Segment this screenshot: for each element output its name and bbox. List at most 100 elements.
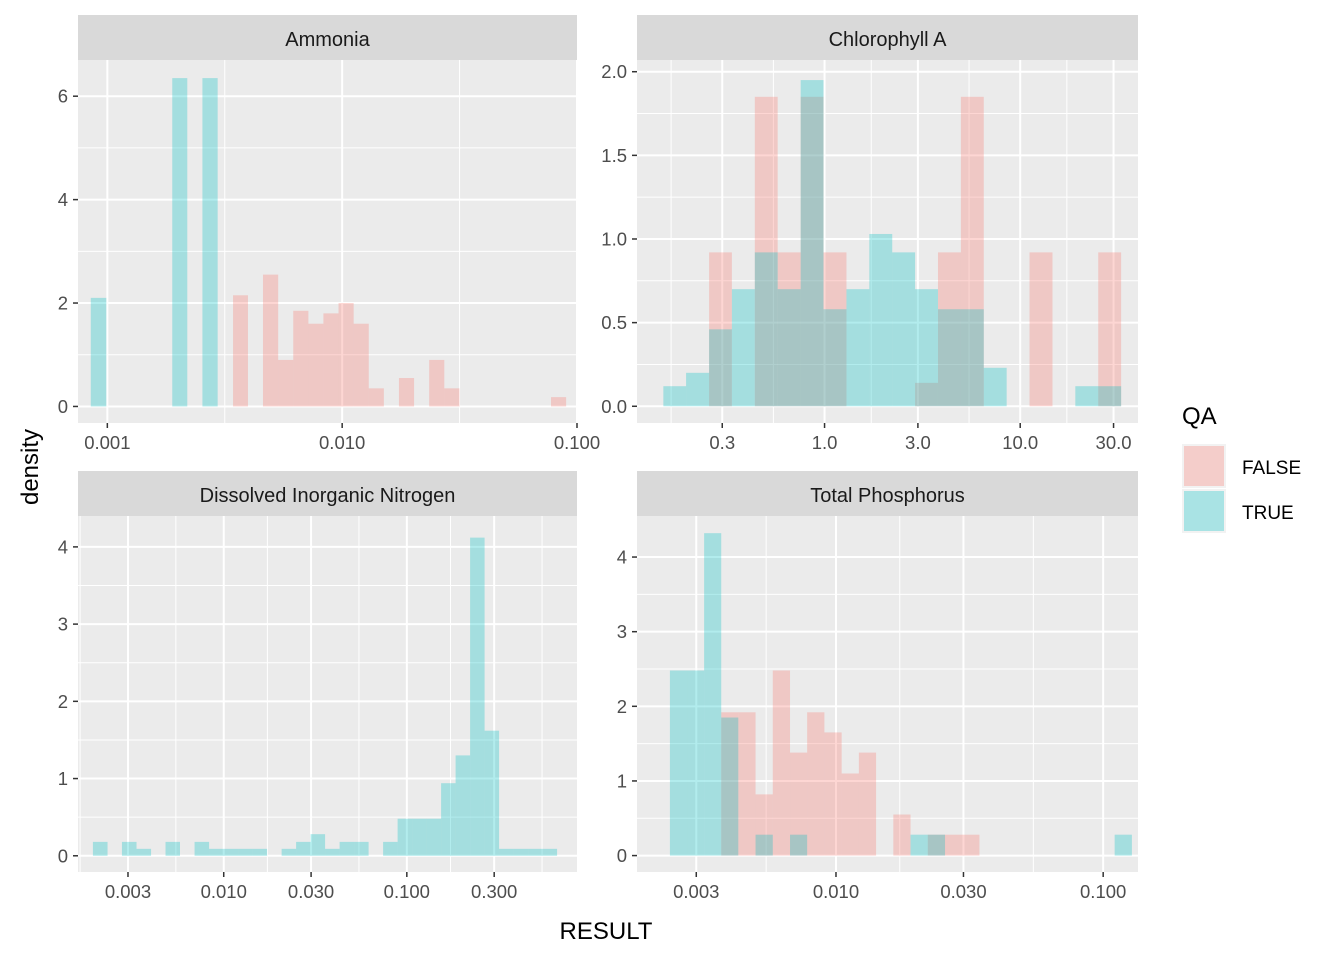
histogram-bar <box>1098 386 1122 407</box>
histogram-bar <box>262 274 279 407</box>
histogram-bar <box>945 834 963 856</box>
y-tick-label: 1 <box>617 770 627 791</box>
y-tick-label: 0 <box>58 396 68 417</box>
histogram-bar <box>412 818 427 856</box>
histogram-bar <box>937 309 961 407</box>
histogram-bar <box>704 533 722 856</box>
histogram-bar <box>233 295 248 407</box>
x-tick-label: 0.030 <box>940 881 986 902</box>
y-tick-label: 1 <box>58 768 68 789</box>
series-true-dissolved-inorganic-nitrogen <box>92 537 558 856</box>
series-false-chlorophyll-a <box>709 96 1122 407</box>
histogram-bar <box>927 834 946 856</box>
histogram-bar <box>1029 252 1053 407</box>
histogram-bar <box>444 388 460 407</box>
x-tick-label: 0.010 <box>201 881 247 902</box>
histogram-bar <box>915 382 938 407</box>
histogram-bar <box>754 252 778 407</box>
axes-total-phosphorus: 0 1 2 3 4 0.003 0.010 0.030 0.100 <box>617 547 1127 902</box>
histogram-bar <box>687 670 705 856</box>
gridlines-ammonia <box>78 60 578 423</box>
x-tick-label: 30.0 <box>1096 432 1132 453</box>
histogram-bar <box>293 310 309 407</box>
gridlines-chlorophyll-a <box>637 60 1138 423</box>
x-tick-label: 0.100 <box>1080 881 1126 902</box>
legend-key-bg-true <box>1182 489 1226 533</box>
histogram-bar <box>281 848 297 856</box>
x-tick-label: 0.3 <box>709 432 735 453</box>
facet-panels: Ammonia 0 2 4 6 0.001 0.010 0.100 Chlorophyll A 0… <box>58 15 1138 902</box>
histogram-bar <box>772 670 791 856</box>
histogram-bar <box>484 730 500 856</box>
histogram-bar <box>824 732 842 856</box>
histogram-bar <box>892 252 916 407</box>
histogram-bar <box>686 372 710 407</box>
x-tick-label: 0.100 <box>384 881 430 902</box>
panel-background-ammonia <box>78 60 577 423</box>
histogram-bar <box>800 96 824 407</box>
series-false-ammonia <box>233 274 567 407</box>
x-tick-label: 1.0 <box>812 432 838 453</box>
histogram-bar <box>937 252 961 407</box>
histogram-bar <box>470 537 485 856</box>
histogram-bar <box>172 78 188 407</box>
axes-chlorophyll-a: 0.0 0.5 1.0 1.5 2.0 0.3 1.0 3.0 10.0 30.0 <box>601 61 1131 453</box>
y-tick-label: 0.5 <box>601 312 627 333</box>
histogram-bar <box>323 313 339 407</box>
facet-title-ammonia: Ammonia <box>285 29 370 51</box>
histogram-bar <box>755 794 773 856</box>
histogram-bar <box>278 359 294 407</box>
facet-title-chlorophyll-a: Chlorophyll A <box>829 29 948 51</box>
histogram-bar <box>121 841 137 856</box>
histogram-bar <box>499 848 514 856</box>
histogram-bar <box>800 80 824 407</box>
series-true-ammonia <box>90 78 218 407</box>
facet-strip-dissolved-inorganic-nitrogen <box>78 471 577 516</box>
histogram-bar <box>1075 386 1099 407</box>
y-tick-label: 2 <box>58 691 68 712</box>
series-true-total-phosphorus <box>669 533 1132 856</box>
panel-background-total-phosphorus <box>637 516 1138 872</box>
histogram-bar <box>823 309 847 407</box>
histogram-bar <box>310 834 326 856</box>
histogram-bar <box>721 712 739 856</box>
y-axis-title: density <box>17 429 44 505</box>
facet-total-phosphorus: Total Phosphorus 0 1 2 3 4 0.003 0.010 0.030 0.10… <box>617 471 1138 902</box>
histogram-bar <box>777 252 801 407</box>
histogram-bar <box>354 841 369 856</box>
legend-swatch-false <box>1184 446 1224 486</box>
histogram-bar <box>731 289 755 407</box>
histogram-bar <box>209 848 224 856</box>
y-tick-label: 2 <box>58 293 68 314</box>
histogram-bar <box>983 367 1007 407</box>
panel-background-chlorophyll-a <box>637 60 1138 423</box>
y-tick-label: 4 <box>58 536 68 557</box>
histogram-bar <box>398 378 415 407</box>
histogram-bar <box>846 289 870 407</box>
histogram-bar <box>551 397 567 407</box>
histogram-bar <box>528 848 543 856</box>
histogram-bar <box>738 712 756 856</box>
x-tick-label: 0.001 <box>84 432 130 453</box>
y-tick-label: 6 <box>58 86 68 107</box>
histogram-bar <box>910 834 928 856</box>
axes-dissolved-inorganic-nitrogen: 0 1 2 3 4 0.003 0.010 0.030 0.100 0.300 <box>58 536 518 902</box>
histogram-bar <box>338 303 354 407</box>
axes-ammonia: 0 2 4 6 0.001 0.010 0.100 <box>58 86 600 453</box>
facet-strip-ammonia <box>78 15 577 60</box>
histogram-bar <box>223 848 239 856</box>
legend-key-bg-false <box>1182 444 1226 488</box>
histogram-bar <box>441 783 456 856</box>
histogram-bar <box>308 323 324 407</box>
histogram-bar <box>383 841 398 856</box>
histogram-bar <box>962 834 980 856</box>
histogram-bar <box>721 717 739 856</box>
histogram-bar <box>296 841 311 856</box>
histogram-bar <box>893 814 911 856</box>
x-axis-title: RESULT <box>560 918 653 945</box>
y-tick-label: 1.0 <box>601 228 627 249</box>
histogram-bar <box>807 712 825 856</box>
x-tick-label: 0.003 <box>673 881 719 902</box>
facet-dissolved-inorganic-nitrogen: Dissolved Inorganic Nitrogen 0 1 2 3 4 0.003 0.… <box>58 471 577 902</box>
